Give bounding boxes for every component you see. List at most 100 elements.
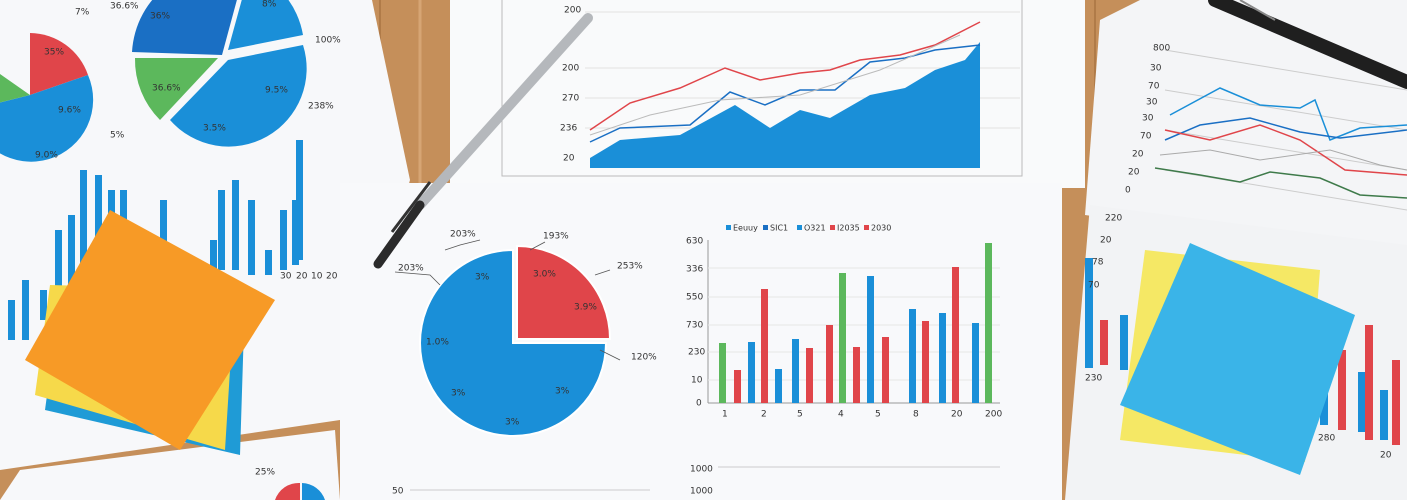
- bars-rect: [719, 343, 726, 403]
- top-left-paper-g-rect: [296, 140, 303, 260]
- label: 30: [1146, 98, 1158, 108]
- label: 9.0%: [35, 151, 58, 161]
- label: 9.6%: [58, 106, 81, 116]
- center-paper-g-polyline: [529, 241, 546, 251]
- label: 238%: [308, 102, 334, 112]
- label: 203%: [450, 230, 476, 240]
- label: 203%: [398, 264, 424, 274]
- top-left-paper-g-rect: [265, 250, 272, 275]
- top-left-paper-g-rect: [232, 180, 239, 270]
- bars-rect: [939, 313, 946, 403]
- bars-rect: [826, 325, 833, 403]
- sticky-notes-right-polygon: [1120, 243, 1355, 475]
- silver-pen-line: [373, 200, 425, 269]
- label: 200: [985, 410, 1002, 420]
- bars-rect: [882, 337, 889, 403]
- top-left-paper-g-rect: [160, 200, 167, 260]
- top-left-paper-g-rect: [292, 200, 299, 265]
- sticky-notes-left: [25, 210, 275, 455]
- top-left-paper-g-rect: [55, 230, 62, 310]
- right-line-paper-polygon: [1085, 0, 1407, 260]
- bottom-left-paper: 25%: [0, 430, 340, 500]
- label: 1.0%: [426, 338, 449, 348]
- sticky-notes-left-polygon: [25, 210, 275, 450]
- label: 7%: [75, 8, 90, 18]
- right-bar-paper-g-rect: [1380, 390, 1388, 440]
- top-left-paper-g-rect: [8, 300, 15, 340]
- top-left-paper-g-rect: [280, 210, 287, 270]
- label: 3%: [505, 418, 520, 428]
- label: 1000: [690, 487, 713, 497]
- label: 630: [686, 237, 703, 247]
- label: 100%: [315, 36, 341, 46]
- label: 280: [1318, 434, 1335, 444]
- center-paper-g-polyline: [444, 239, 481, 251]
- label: 336: [686, 265, 703, 275]
- label: 36%: [150, 12, 170, 22]
- top-left-paper-g-rect: [40, 290, 47, 320]
- label: 200: [564, 6, 581, 16]
- label: 193%: [543, 232, 569, 242]
- label: 70: [1088, 281, 1100, 291]
- bars-rect: [806, 348, 813, 403]
- top-left-paper-path: [0, 75, 94, 162]
- label: 50: [392, 487, 404, 497]
- top-left-paper-g-rect: [68, 215, 75, 300]
- label: 30: [1142, 114, 1154, 124]
- right-line-paper-polyline: [1164, 124, 1407, 176]
- label: 8: [913, 410, 919, 420]
- label: 20: [1132, 150, 1144, 160]
- label: I2035: [837, 224, 860, 233]
- label: 78: [1092, 258, 1104, 268]
- label: 4: [838, 410, 844, 420]
- label: 25%: [255, 468, 275, 478]
- right-bar-paper-g-rect: [1100, 320, 1108, 365]
- label: 9.5%: [265, 86, 288, 96]
- label: 1000: [690, 465, 713, 475]
- bars-rect: [909, 309, 916, 403]
- top-left-paper-path: [0, 74, 30, 103]
- label: 20: [1100, 236, 1112, 246]
- bars-rect: [748, 342, 755, 403]
- bars-rect: [985, 243, 992, 403]
- right-line-paper-polyline: [1154, 167, 1407, 199]
- right-bar-paper-g-rect: [1338, 350, 1346, 430]
- label: 550: [686, 293, 703, 303]
- label: 220: [1105, 214, 1122, 224]
- center-paper-g: [394, 239, 621, 361]
- right-line-paper-polyline: [1164, 117, 1407, 141]
- label: 70: [1148, 82, 1160, 92]
- bars-rect: [867, 276, 874, 403]
- label: 270: [562, 94, 579, 104]
- bars-rect: [761, 289, 768, 403]
- label: 10: [311, 272, 323, 282]
- label: SIC1: [770, 224, 788, 233]
- label: 3.0%: [533, 270, 556, 280]
- label: 200: [562, 64, 579, 74]
- bars-rect: [839, 273, 846, 403]
- bars-rect: [792, 339, 799, 403]
- bars-rect: [734, 370, 741, 403]
- silver-pen-line: [415, 13, 593, 210]
- label: 2030: [871, 224, 891, 233]
- top-left-paper-g-rect: [210, 240, 217, 270]
- center-paper: 203% 193% 203% 253% 3% 3.0% 3.9% 1.0% 12…: [340, 183, 1062, 500]
- bottom-left-paper-path: [275, 482, 300, 500]
- label: 20: [563, 154, 575, 164]
- label: 3%: [451, 389, 466, 399]
- top-left-paper-path: [30, 33, 88, 95]
- top-line-paper-polyline: [589, 44, 981, 143]
- bars-rect: [853, 347, 860, 403]
- label: 30: [280, 272, 292, 282]
- label: 8%: [262, 0, 277, 10]
- right-line-paper-polyline: [1169, 87, 1407, 141]
- label: 20: [1380, 451, 1392, 461]
- label: 3.5%: [203, 124, 226, 134]
- label: 5: [797, 410, 803, 420]
- right-bar-paper-g: [1100, 320, 1400, 445]
- right-bar-paper-g-rect: [1392, 360, 1400, 445]
- right-bar-paper-g-rect: [1085, 258, 1093, 368]
- top-left-paper-g-rect: [248, 200, 255, 275]
